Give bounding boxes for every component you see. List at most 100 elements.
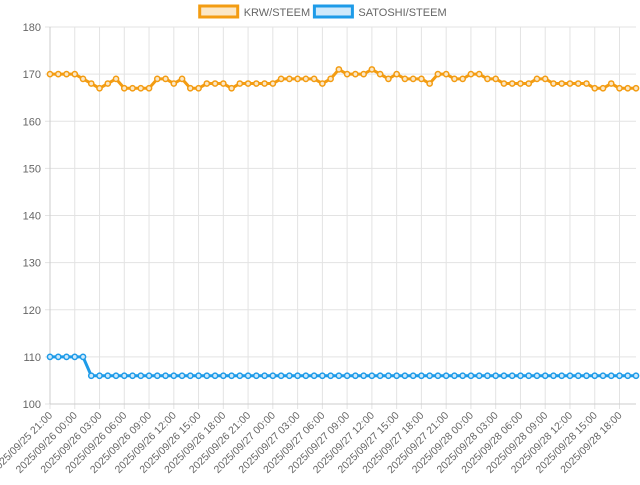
data-point[interactable]	[96, 84, 103, 92]
data-point[interactable]	[71, 70, 79, 78]
data-point[interactable]	[162, 372, 169, 380]
data-point[interactable]	[451, 372, 458, 380]
data-point[interactable]	[236, 80, 244, 87]
data-point[interactable]	[550, 372, 557, 380]
data-point[interactable]	[63, 353, 70, 361]
data-point[interactable]	[599, 84, 607, 92]
data-point[interactable]	[170, 80, 178, 87]
data-point[interactable]	[550, 80, 557, 87]
data-point[interactable]	[137, 84, 145, 92]
data-point[interactable]	[434, 372, 442, 380]
data-point[interactable]	[261, 372, 268, 380]
data-point[interactable]	[302, 75, 310, 83]
data-point[interactable]	[467, 70, 475, 78]
data-point[interactable]	[484, 372, 491, 380]
data-point[interactable]	[277, 75, 285, 83]
data-point[interactable]	[145, 84, 153, 92]
data-point[interactable]	[352, 70, 359, 78]
data-point[interactable]	[607, 80, 615, 87]
data-point[interactable]	[418, 372, 425, 380]
data-point[interactable]	[319, 372, 326, 380]
data-point[interactable]	[87, 80, 95, 87]
data-point[interactable]	[632, 84, 640, 92]
data-point[interactable]	[492, 75, 500, 83]
data-point[interactable]	[219, 80, 227, 87]
data-point[interactable]	[558, 372, 566, 380]
data-point[interactable]	[46, 70, 54, 78]
data-point[interactable]	[409, 372, 417, 380]
data-point[interactable]	[508, 80, 516, 87]
data-point[interactable]	[79, 75, 87, 83]
data-point[interactable]	[63, 70, 70, 78]
data-point[interactable]	[591, 84, 599, 92]
data-point[interactable]	[475, 372, 483, 380]
data-point[interactable]	[54, 353, 62, 361]
data-point[interactable]	[616, 372, 623, 380]
data-point[interactable]	[203, 80, 211, 87]
data-point[interactable]	[442, 70, 450, 78]
data-point[interactable]	[129, 84, 136, 92]
data-point[interactable]	[261, 80, 268, 87]
data-point[interactable]	[71, 353, 79, 361]
data-point[interactable]	[624, 84, 632, 92]
data-point[interactable]	[286, 372, 293, 380]
data-point[interactable]	[541, 75, 549, 83]
data-point[interactable]	[87, 372, 95, 380]
data-point[interactable]	[525, 372, 533, 380]
data-point[interactable]	[120, 84, 128, 92]
data-point[interactable]	[475, 70, 483, 78]
legend-item[interactable]: KRW/STEEM	[198, 4, 310, 19]
data-point[interactable]	[368, 66, 376, 73]
data-point[interactable]	[203, 372, 211, 380]
data-point[interactable]	[96, 372, 103, 380]
data-point[interactable]	[269, 372, 277, 380]
data-point[interactable]	[583, 80, 590, 87]
data-point[interactable]	[508, 372, 516, 380]
data-point[interactable]	[393, 372, 400, 380]
data-point[interactable]	[566, 80, 574, 87]
data-point[interactable]	[335, 66, 343, 73]
data-point[interactable]	[459, 75, 467, 83]
data-point[interactable]	[492, 372, 500, 380]
data-point[interactable]	[393, 70, 400, 78]
data-point[interactable]	[517, 80, 524, 87]
data-point[interactable]	[376, 372, 384, 380]
legend-item[interactable]: SATOSHI/STEEM	[312, 4, 447, 19]
data-point[interactable]	[228, 372, 235, 380]
data-point[interactable]	[368, 372, 376, 380]
data-point[interactable]	[409, 75, 417, 83]
data-point[interactable]	[120, 372, 128, 380]
data-point[interactable]	[599, 372, 607, 380]
data-point[interactable]	[632, 372, 640, 380]
data-point[interactable]	[153, 372, 161, 380]
data-point[interactable]	[418, 75, 425, 83]
data-point[interactable]	[310, 372, 318, 380]
data-point[interactable]	[54, 70, 62, 78]
data-point[interactable]	[376, 70, 384, 78]
data-point[interactable]	[426, 80, 434, 87]
data-point[interactable]	[104, 80, 112, 87]
data-point[interactable]	[327, 372, 334, 380]
data-point[interactable]	[228, 84, 235, 92]
data-point[interactable]	[385, 75, 392, 83]
data-point[interactable]	[360, 70, 367, 78]
data-point[interactable]	[137, 372, 145, 380]
data-point[interactable]	[401, 75, 409, 83]
data-point[interactable]	[46, 353, 54, 361]
data-point[interactable]	[583, 372, 590, 380]
data-point[interactable]	[517, 372, 524, 380]
data-point[interactable]	[79, 353, 87, 361]
data-point[interactable]	[566, 372, 574, 380]
data-point[interactable]	[112, 372, 120, 380]
data-point[interactable]	[219, 372, 227, 380]
data-point[interactable]	[129, 372, 136, 380]
data-point[interactable]	[352, 372, 359, 380]
data-point[interactable]	[500, 372, 508, 380]
data-point[interactable]	[211, 372, 219, 380]
data-point[interactable]	[104, 372, 112, 380]
data-point[interactable]	[162, 75, 169, 83]
data-point[interactable]	[195, 372, 202, 380]
data-point[interactable]	[500, 80, 508, 87]
data-point[interactable]	[459, 372, 467, 380]
data-point[interactable]	[319, 80, 326, 87]
